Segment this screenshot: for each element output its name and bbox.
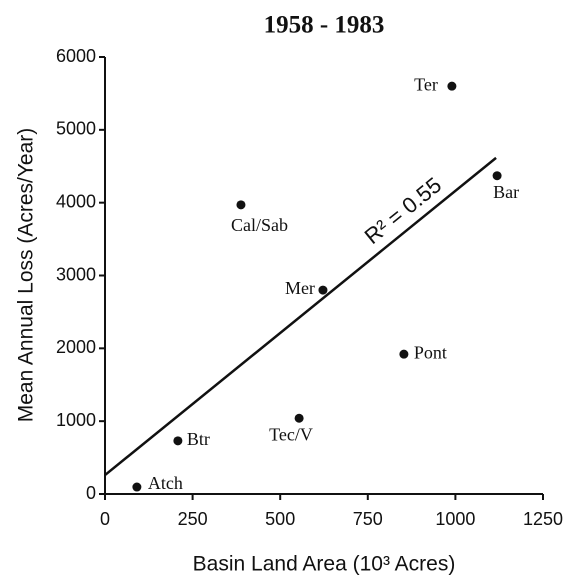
x-tick-label: 1250: [523, 509, 563, 529]
point-label: Tec/V: [269, 424, 313, 444]
x-tick-label: 0: [100, 509, 110, 529]
y-tick-label: 6000: [56, 46, 96, 66]
point: [132, 482, 142, 492]
fit-line: [104, 156, 497, 477]
y-tick-label: 4000: [56, 191, 96, 211]
chart-title: 1958 - 1983: [264, 12, 385, 39]
y-tick-label: 1000: [56, 410, 96, 430]
point: [447, 81, 457, 91]
point-label: Bar: [493, 182, 519, 202]
y-tick-label: 2000: [56, 337, 96, 357]
y-tick-label: 5000: [56, 119, 96, 139]
point-label: Atch: [148, 473, 183, 493]
y-axis-label: Mean Annual Loss (Acres/Year): [15, 128, 38, 423]
point: [318, 285, 328, 295]
y-tick-label: 0: [86, 483, 96, 503]
point: [173, 436, 183, 446]
point: [236, 200, 246, 210]
point: [399, 349, 409, 359]
point-label: Btr: [187, 429, 210, 449]
x-tick-label: 1000: [435, 509, 475, 529]
point: [492, 171, 502, 181]
point-label: Mer: [285, 278, 315, 298]
x-axis-label: Basin Land Area (10³ Acres): [193, 553, 456, 576]
x-tick-label: 500: [265, 509, 295, 529]
x-tick-label: 750: [353, 509, 383, 529]
annotation: R² = 0.55: [360, 172, 447, 249]
y-tick-label: 3000: [56, 264, 96, 284]
x-tick-label: 250: [178, 509, 208, 529]
point-label: Cal/Sab: [231, 215, 288, 235]
point-label: Pont: [414, 342, 447, 362]
point: [294, 413, 304, 423]
point-label: Ter: [414, 74, 438, 94]
